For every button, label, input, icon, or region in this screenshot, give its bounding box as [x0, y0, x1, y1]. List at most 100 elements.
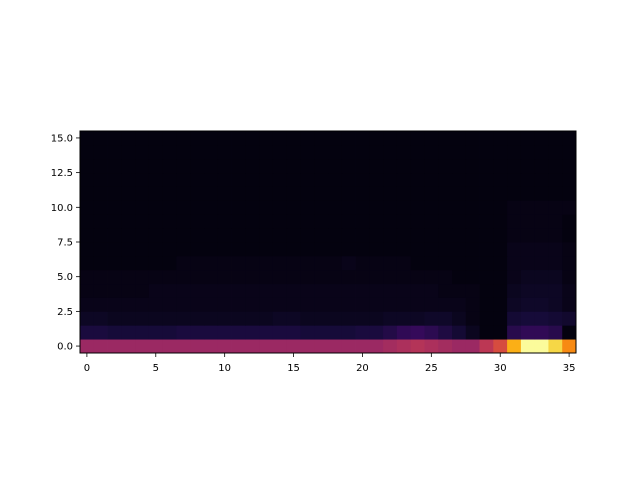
- heatmap-cell: [80, 214, 95, 229]
- x-tick-label: 30: [494, 363, 507, 374]
- heatmap-cell: [548, 269, 563, 285]
- heatmap-cell: [396, 269, 412, 285]
- heatmap-cell: [107, 158, 122, 174]
- heatmap-cell: [135, 255, 150, 271]
- heatmap-cell: [93, 325, 108, 340]
- heatmap-cell: [217, 158, 232, 174]
- heatmap-cell: [465, 339, 480, 354]
- heatmap-cell: [300, 200, 315, 215]
- heatmap-cell: [314, 311, 329, 326]
- heatmap-cell: [217, 144, 232, 160]
- heatmap-cell: [369, 200, 384, 215]
- heatmap-cell: [520, 242, 536, 257]
- heatmap-cell: [107, 255, 122, 271]
- heatmap-cell: [245, 131, 260, 146]
- heatmap-cell: [286, 283, 301, 298]
- heatmap-cell: [176, 228, 191, 243]
- heatmap-cell: [80, 242, 95, 257]
- x-tick-label: 35: [563, 363, 576, 374]
- y-tick-label: 12.5: [51, 168, 73, 179]
- heatmap-cell: [204, 269, 219, 285]
- heatmap-cell: [93, 228, 108, 243]
- heatmap-cell: [217, 325, 232, 340]
- heatmap-cell: [369, 297, 384, 312]
- heatmap-cell: [190, 339, 205, 354]
- heatmap-cell: [355, 311, 370, 326]
- heatmap-cell: [341, 242, 356, 257]
- heatmap-cell: [424, 172, 439, 187]
- heatmap-cell: [121, 325, 136, 340]
- heatmap-cell: [80, 269, 95, 285]
- heatmap-cell: [259, 255, 274, 271]
- heatmap-cell: [176, 144, 191, 160]
- heatmap-cell: [369, 339, 384, 354]
- heatmap-cell: [259, 283, 274, 298]
- heatmap-cell: [328, 311, 343, 326]
- heatmap-cell: [534, 228, 549, 243]
- heatmap-cell: [204, 242, 219, 257]
- heatmap-cell: [396, 131, 412, 146]
- heatmap-cell: [534, 172, 549, 187]
- heatmap-cell: [369, 186, 384, 201]
- heatmap-cell: [121, 242, 136, 257]
- heatmap-cell: [562, 172, 577, 187]
- heatmap-cell: [245, 172, 260, 187]
- heatmap-cell: [135, 228, 150, 243]
- heatmap-cell: [286, 311, 301, 326]
- heatmap-cell: [231, 242, 246, 257]
- heatmap-cell: [452, 269, 467, 285]
- heatmap-cell: [190, 144, 205, 160]
- heatmap-cell: [300, 214, 315, 229]
- heatmap-cell: [162, 158, 177, 174]
- heatmap-cell: [162, 200, 177, 215]
- heatmap-cell: [259, 339, 274, 354]
- heatmap-cell: [424, 242, 439, 257]
- heatmap-cell: [465, 311, 480, 326]
- heatmap-cell: [548, 228, 563, 243]
- heatmap-cell: [341, 131, 356, 146]
- heatmap-cell: [286, 269, 301, 285]
- heatmap-cell: [259, 186, 274, 201]
- heatmap-cell: [217, 283, 232, 298]
- heatmap-cell: [231, 131, 246, 146]
- heatmap-cell: [493, 297, 508, 312]
- heatmap-cell: [369, 269, 384, 285]
- heatmap-cell: [176, 325, 191, 340]
- heatmap-cell: [534, 214, 549, 229]
- heatmap-cell: [410, 269, 425, 285]
- heatmap-cell: [328, 158, 343, 174]
- heatmap-cell: [507, 311, 522, 326]
- heatmap-cell: [245, 297, 260, 312]
- x-tick-label: 10: [218, 363, 231, 374]
- heatmap-cell: [383, 339, 398, 354]
- heatmap-cell: [231, 311, 246, 326]
- heatmap-cell: [383, 172, 398, 187]
- heatmap-cell: [107, 269, 122, 285]
- heatmap-cell: [93, 131, 108, 146]
- heatmap-cell: [300, 339, 315, 354]
- heatmap-cell: [465, 214, 480, 229]
- heatmap-cell: [438, 311, 453, 326]
- heatmap-cell: [520, 214, 536, 229]
- heatmap-cell: [107, 311, 122, 326]
- heatmap-cell: [148, 242, 164, 257]
- heatmap-cell: [148, 200, 164, 215]
- heatmap-cell: [355, 186, 370, 201]
- heatmap-cell: [176, 269, 191, 285]
- heatmap-cell: [507, 325, 522, 340]
- heatmap-cell: [148, 214, 164, 229]
- heatmap-cell: [272, 269, 288, 285]
- heatmap-cell: [493, 186, 508, 201]
- heatmap-cell: [314, 269, 329, 285]
- heatmap-cell: [80, 186, 95, 201]
- x-tick-label: 5: [153, 363, 159, 374]
- heatmap-cell: [259, 214, 274, 229]
- heatmap-cell: [534, 200, 549, 215]
- heatmap-cell: [493, 228, 508, 243]
- heatmap-cell: [424, 158, 439, 174]
- heatmap-cell: [534, 311, 549, 326]
- heatmap-cell: [259, 242, 274, 257]
- heatmap-cell: [162, 186, 177, 201]
- heatmap-cell: [452, 200, 467, 215]
- heatmap-cell: [396, 283, 412, 298]
